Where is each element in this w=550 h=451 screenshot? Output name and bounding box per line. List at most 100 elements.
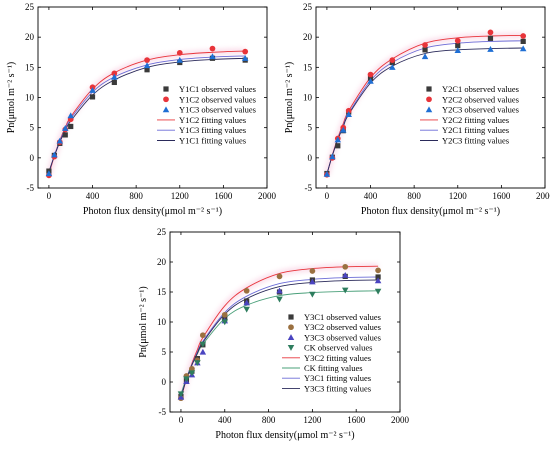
x-tick-label: 800 [129, 191, 143, 201]
data-point [177, 391, 185, 398]
data-point [194, 360, 201, 367]
data-point [67, 112, 74, 119]
data-point [111, 70, 118, 77]
y-tick-label: 15 [25, 62, 35, 72]
data-point [183, 376, 190, 383]
legend-label: Y2C1 observed values [442, 84, 519, 94]
data-point [276, 273, 283, 280]
series-y1c3-observed [45, 53, 249, 177]
y-tick-label: 5 [30, 123, 35, 133]
x-axis-label: Photon flux density(μmol m⁻² s⁻¹) [83, 206, 222, 217]
data-point [454, 47, 462, 54]
data-point [89, 94, 96, 100]
data-point [144, 57, 150, 63]
y-tick-label: 0 [30, 153, 35, 163]
data-point [454, 37, 461, 44]
data-point [62, 132, 68, 138]
data-point [276, 287, 283, 294]
legend-marker [163, 86, 169, 92]
legend-marker [163, 96, 169, 103]
legend-marker [162, 106, 170, 113]
legend-label: CK fitting values [304, 363, 363, 373]
data-point [389, 64, 396, 70]
data-point [345, 107, 352, 114]
y-tick-label: 10 [303, 93, 313, 103]
data-point [309, 291, 316, 298]
x-tick-label: 800 [407, 191, 421, 201]
legend-label: Y2C2 fitting values [442, 115, 509, 125]
data-point [520, 33, 527, 39]
x-axis-label: Photon flux density(μmol m⁻² s⁻¹) [215, 430, 354, 441]
y-tick-label: -5 [305, 183, 313, 193]
data-point [209, 53, 216, 60]
x-tick-label: 1200 [303, 415, 322, 425]
legend-label: Y2C2 observed values [442, 94, 519, 104]
data-point [243, 306, 250, 313]
data-point [221, 311, 228, 318]
legend-label: Y1C2 fitting values [179, 115, 246, 125]
data-point [189, 365, 195, 372]
data-point [111, 79, 117, 86]
data-point [221, 319, 229, 326]
y-tick-label: 0 [308, 153, 313, 163]
y-tick-label: 20 [303, 32, 313, 42]
y-tick-label: 20 [157, 257, 167, 267]
data-point [68, 123, 74, 130]
y-tick-label: 20 [25, 32, 35, 42]
y-tick-label: 5 [308, 123, 313, 133]
legend-marker [288, 324, 294, 331]
data-point [51, 151, 58, 158]
data-point [143, 62, 151, 69]
legend-marker [287, 334, 295, 340]
series-y2c3-observed [323, 45, 527, 177]
legend-label: Y3C2 observed values [304, 322, 381, 332]
data-point [56, 137, 64, 144]
y-tick-label: -5 [159, 407, 167, 417]
chart-panel-2: 0 400 800 1200 1600 2000 -5 0 5 10 15 20 25 Photon fl… [284, 2, 550, 217]
data-point [276, 296, 283, 303]
x-tick-label: 1600 [492, 191, 511, 201]
chart-panel-3: 0 400 800 1200 1600 2000 -5 0 5 10 15 20 25 Photon fl… [138, 227, 410, 441]
data-point [519, 45, 527, 52]
legend-marker [425, 106, 433, 113]
legend-label: Y3C3 observed values [304, 332, 381, 342]
data-point [389, 57, 396, 63]
data-point [375, 267, 381, 274]
legend-marker [426, 96, 432, 103]
data-point [335, 143, 341, 149]
data-point [374, 277, 382, 284]
data-point [487, 35, 494, 41]
legend-label: Y2C3 fitting values [442, 136, 509, 146]
data-point [340, 126, 347, 133]
data-point [345, 111, 352, 117]
data-point [309, 268, 316, 274]
legend-label: Y1C2 observed values [179, 94, 256, 104]
x-tick-label: 400 [364, 191, 378, 201]
data-point [243, 287, 250, 294]
y-tick-label: 25 [25, 2, 35, 12]
data-point [487, 29, 494, 36]
x-tick-label: 400 [86, 191, 100, 201]
data-point [89, 87, 96, 93]
y-tick-label: 5 [162, 347, 167, 357]
x-tick-label: 0 [179, 415, 184, 425]
y-axis-label: Pn(μmol m⁻² s⁻¹) [138, 286, 149, 357]
x-tick-label: 1200 [449, 191, 468, 201]
x-tick-label: 1600 [347, 415, 366, 425]
legend-label: Y3C1 fitting values [304, 373, 371, 383]
data-point [188, 370, 196, 377]
data-point [111, 73, 118, 80]
data-point [45, 170, 53, 177]
data-point [342, 263, 349, 270]
legend-label: Y2C1 fitting values [442, 125, 509, 135]
legend-marker [287, 345, 295, 351]
data-point [422, 42, 428, 48]
data-point [367, 77, 374, 84]
data-point [323, 170, 331, 177]
legend-marker [426, 86, 432, 92]
data-point [309, 278, 316, 285]
legend-label: Y1C3 fitting values [179, 125, 246, 135]
x-tick-label: 2000 [258, 191, 277, 201]
